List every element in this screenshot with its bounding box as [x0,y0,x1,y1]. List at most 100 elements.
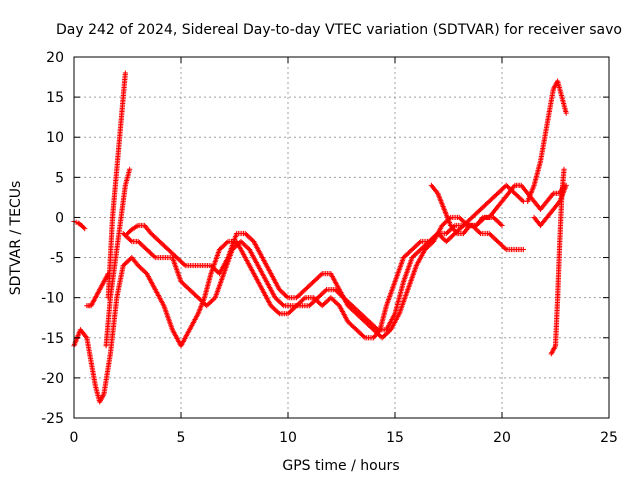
data-point [495,238,501,245]
data-point [469,214,475,221]
data-point [350,307,356,313]
data-point [492,215,498,222]
data-point [493,237,500,243]
data-point [494,218,500,224]
data-point [492,193,498,199]
data-point [314,296,320,302]
data-point [328,295,334,301]
data-point [121,232,128,238]
data-point [127,237,134,243]
data-point [403,252,409,258]
y-tick-label: 5 [55,170,64,186]
data-point [219,244,225,250]
data-point [316,293,322,300]
data-point [208,298,215,304]
data-point [271,306,278,312]
data-point [120,262,126,269]
data-point [448,234,454,240]
data-point [150,233,157,239]
data-point [245,245,251,251]
data-point [385,329,391,335]
data-point [243,232,250,238]
data-point [318,272,324,278]
data-point [273,307,279,313]
data-point [276,298,282,304]
data-point [290,306,296,312]
data-point [361,317,367,324]
series-t5 [105,70,128,301]
data-point [482,202,489,208]
data-point [424,244,431,250]
data-point [416,248,423,254]
data-point [295,293,301,300]
data-point [504,183,511,190]
data-point [206,300,212,306]
data-point [495,190,501,196]
data-point [223,241,229,247]
data-point [126,257,132,263]
data-point [241,242,248,248]
data-point [188,288,194,294]
data-point [458,225,464,231]
data-point [149,232,155,238]
data-point [300,297,306,303]
data-point [275,309,281,316]
data-point [306,303,312,309]
data-point [489,196,495,202]
data-point [140,267,146,273]
data-point [446,228,452,234]
data-point [411,252,418,258]
data-point [479,205,485,211]
data-point [189,289,195,295]
data-point [501,185,507,191]
data-point [297,291,303,297]
x-tick-label: 5 [177,430,186,446]
data-point [190,290,196,296]
series-t11 [531,182,569,229]
data-point [268,303,274,309]
data-point [278,300,284,306]
data-point [312,277,318,284]
data-point [518,196,524,202]
data-point [240,241,246,247]
data-point [501,244,507,250]
data-point [498,187,504,193]
data-point [289,307,295,313]
x-tick-label: 15 [386,430,404,446]
data-point [359,316,366,323]
data-point [280,290,286,296]
data-point [248,236,254,242]
data-point [372,328,378,334]
data-point [496,220,503,226]
data-point [519,197,525,203]
tick-labels: 0 5 10 15 20 25 -25 -20 -15 -10 -5 0 5 10 15 20 [41,50,618,446]
data-point [489,233,495,239]
data-point [460,218,466,224]
axis-ticks [73,56,610,419]
data-point [443,219,449,225]
data-point [138,265,144,271]
data-point [348,322,355,328]
data-point [404,251,410,257]
data-point [496,189,502,195]
x-tick-label: 0 [70,430,79,446]
data-point [298,298,305,304]
data-point [368,324,374,331]
data-point [513,191,519,198]
data-point [351,308,357,315]
data-point [416,240,423,246]
data-point [149,251,155,257]
data-point [449,233,456,239]
data-point [402,253,408,260]
data-point [447,235,453,241]
data-point [498,242,504,248]
data-point [429,240,435,246]
data-point [122,70,128,76]
data-point [139,266,145,272]
data-point [279,289,285,295]
data-point [361,334,367,340]
data-point [239,240,245,246]
data-point [498,221,504,227]
y-tick-label: 0 [55,210,64,226]
data-point [334,300,340,306]
